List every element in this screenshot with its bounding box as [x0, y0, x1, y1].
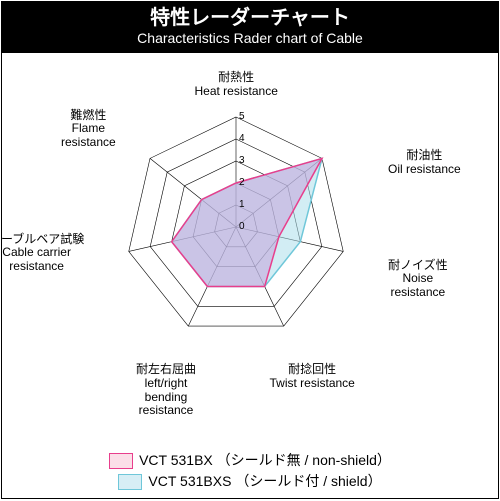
tick-5: 5	[239, 111, 245, 122]
tick-1: 1	[239, 199, 245, 210]
tick-0: 0	[239, 221, 245, 232]
legend-label-1: VCT 531BX （シールド無 / non-shield）	[139, 450, 391, 471]
legend-row-1: VCT 531BX （シールド無 / non-shield）	[2, 450, 498, 471]
axis-label-1: 耐油性Oil resistance	[388, 149, 461, 177]
title-bar: 特性レーダーチャート Characteristics Rader chart o…	[2, 2, 498, 53]
legend: VCT 531BX （シールド無 / non-shield） VCT 531BX…	[2, 450, 498, 492]
tick-3: 3	[239, 155, 245, 166]
axis-label-5: ケーブルベア試験Cable carrierresistance	[0, 233, 84, 274]
title-en: Characteristics Rader chart of Cable	[2, 30, 498, 47]
axis-label-0: 耐熱性Heat resistance	[195, 71, 278, 99]
chart-frame: 特性レーダーチャート Characteristics Rader chart o…	[1, 1, 499, 499]
radar-chart: 耐熱性Heat resistance 耐油性Oil resistance 耐ノイズ性…	[2, 57, 500, 437]
legend-swatch-2	[118, 474, 142, 490]
axis-label-4: 耐左右屈曲left/rightbendingresistance	[136, 363, 196, 418]
axis-label-2: 耐ノイズ性Noiseresistance	[388, 259, 448, 300]
legend-swatch-1	[109, 453, 133, 469]
legend-row-2: VCT 531BXS （シールド付 / shield）	[2, 471, 498, 492]
axis-label-3: 耐捻回性Twist resistance	[270, 363, 355, 391]
legend-label-2: VCT 531BXS （シールド付 / shield）	[148, 471, 381, 492]
axis-label-6: 難燃性Flameresistance	[61, 109, 116, 150]
tick-4: 4	[239, 133, 245, 144]
tick-2: 2	[239, 177, 245, 188]
title-jp: 特性レーダーチャート	[2, 6, 498, 30]
